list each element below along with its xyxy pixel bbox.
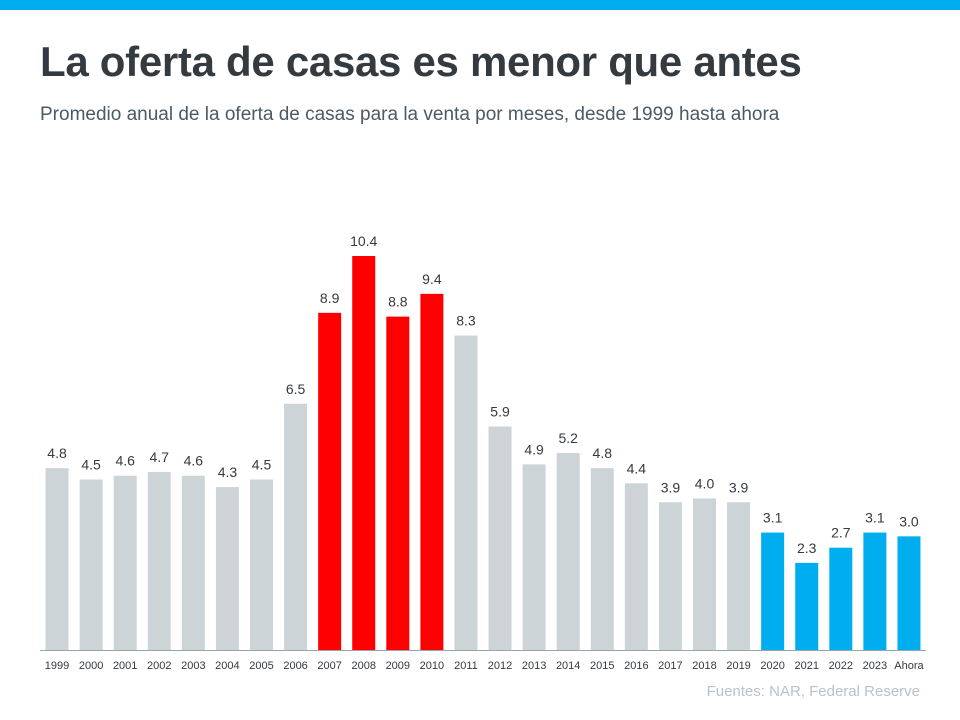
x-tick-label: 2016 [624,660,648,672]
x-tick-label: 2018 [692,660,716,672]
value-label: 4.9 [524,441,544,457]
value-label: 4.6 [184,453,204,469]
bar-2006 [284,403,308,650]
value-label: 8.9 [320,290,340,306]
value-label: 4.8 [47,445,67,461]
bar-2014 [556,453,580,650]
x-tick-label: 2021 [794,660,818,672]
bar-2021 [795,562,819,650]
x-tick-label: 2012 [488,660,512,672]
x-tick-label: 2023 [863,660,887,672]
value-label: 10.4 [350,233,377,249]
value-label: 4.4 [627,460,647,476]
bar-2013 [522,464,546,650]
x-tick-label: 2007 [317,660,341,672]
x-tick-label: Ahora [894,660,924,672]
x-tick-label: 2003 [181,660,205,672]
value-label: 3.1 [865,510,885,526]
value-label: 4.6 [115,453,135,469]
bar-2019 [727,502,751,650]
x-tick-label: 2000 [79,660,103,672]
x-tick-label: 2005 [249,660,273,672]
value-label: 3.9 [729,479,749,495]
value-label: 8.3 [456,313,476,329]
value-label: 3.9 [661,479,681,495]
x-tick-label: 2002 [147,660,171,672]
x-tick-label: 2004 [215,660,239,672]
bar-2015 [590,468,614,650]
value-label: 4.3 [218,464,238,480]
chart-subtitle: Promedio anual de la oferta de casas par… [40,104,780,125]
bar-2011 [454,335,478,650]
x-tick-label: 2015 [590,660,614,672]
value-label: 4.8 [593,445,613,461]
bar-ahora [897,536,921,650]
bar-2003 [181,475,205,650]
source-note: Fuentes: NAR, Federal Reserve [706,683,920,700]
value-label: 4.5 [81,457,101,473]
x-tick-label: 2010 [420,660,444,672]
chart-title: La oferta de casas es menor que antes [40,38,802,85]
value-label: 3.1 [763,510,783,526]
x-tick-label: 2011 [454,660,478,672]
value-label: 2.3 [797,540,817,556]
bar-2010 [420,293,444,650]
bar-2012 [488,426,512,650]
x-tick-label: 2014 [556,660,580,672]
x-tick-label: 2019 [726,660,750,672]
x-tick-label: 2008 [351,660,375,672]
x-tick-label: 2017 [658,660,682,672]
value-label: 6.5 [286,381,306,397]
bar-2001 [113,475,137,650]
x-tick-label: 1999 [45,660,69,672]
value-label: 3.0 [899,513,919,529]
bar-2004 [215,487,239,650]
x-tick-label: 2022 [829,660,853,672]
bar-2017 [658,502,682,650]
x-tick-label: 2020 [760,660,784,672]
bar-2008 [352,256,376,650]
x-tick-label: 2009 [386,660,410,672]
value-label: 5.2 [558,430,578,446]
bar-2020 [761,532,785,650]
bar-2000 [79,479,103,650]
bar-2018 [693,498,716,650]
value-label: 4.0 [695,475,715,491]
x-tick-label: 2001 [113,660,137,672]
bar-2007 [318,312,342,650]
bar-2005 [250,479,273,650]
bar-2009 [386,316,410,650]
value-label: 8.8 [388,294,408,310]
bar-2016 [624,483,648,650]
bar-1999 [45,468,69,650]
value-label: 5.9 [490,403,510,419]
bar-2022 [829,547,853,650]
top-accent-bar [0,0,960,10]
bar-2002 [147,471,171,650]
x-tick-label: 2006 [283,660,307,672]
x-tick-label: 2013 [522,660,546,672]
value-label: 9.4 [422,271,442,287]
value-label: 4.7 [150,449,170,465]
bar-2023 [863,532,887,650]
value-label: 4.5 [252,457,272,473]
value-label: 2.7 [831,525,851,541]
